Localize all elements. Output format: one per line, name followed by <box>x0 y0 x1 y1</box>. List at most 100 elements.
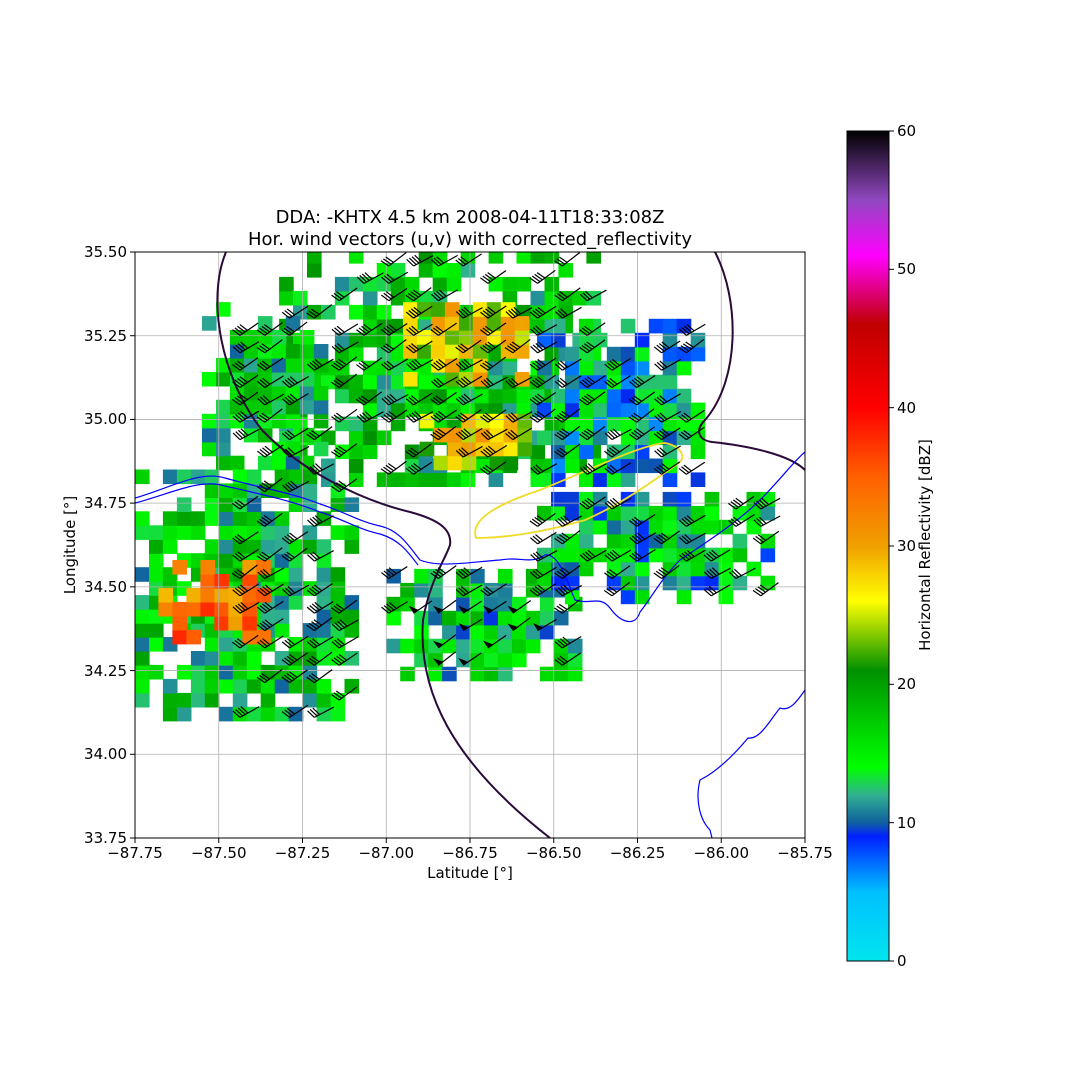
reflectivity-cell <box>690 472 706 487</box>
wind-barb <box>579 426 606 441</box>
reflectivity-cell <box>302 483 318 498</box>
reflectivity-cell <box>458 330 474 345</box>
wind-barb <box>406 410 434 423</box>
wind-barb <box>529 374 557 388</box>
wind-barb <box>355 391 383 406</box>
wind-barb <box>406 358 434 371</box>
wind-barb <box>554 287 581 302</box>
reflectivity-cell <box>390 346 406 362</box>
reflectivity-cell <box>417 330 432 345</box>
wind-barb <box>554 443 581 458</box>
chart-subtitle: Hor. wind vectors (u,v) with corrected_r… <box>247 229 692 250</box>
wind-barb <box>331 636 359 649</box>
wind-barb <box>331 686 358 701</box>
reflectivity-cell <box>376 276 392 292</box>
reflectivity-cell <box>190 678 206 694</box>
reflectivity-cell <box>530 252 546 264</box>
wind-barb <box>331 373 358 388</box>
wind-barb <box>307 550 334 562</box>
reflectivity-cell <box>418 472 434 487</box>
reflectivity-cell <box>376 304 392 320</box>
reflectivity-cell <box>470 568 485 584</box>
reflectivity-cell <box>202 427 217 443</box>
wind-barb <box>232 531 259 545</box>
reflectivity-cell <box>586 252 601 264</box>
reflectivity-cell <box>551 561 566 577</box>
reflectivity-cell <box>190 692 206 708</box>
reflectivity-cell <box>176 469 192 485</box>
wind-barb <box>256 408 283 423</box>
wind-barb <box>480 322 507 336</box>
wind-barb <box>257 618 284 632</box>
chart-title: DDA: -KHTX 4.5 km 2008-04-11T18:33:08Z <box>275 207 665 228</box>
reflectivity-cell <box>461 455 477 471</box>
wind-barb <box>306 617 333 632</box>
reflectivity-cell <box>302 525 318 540</box>
wind-barb <box>458 618 483 632</box>
reflectivity-cell <box>232 469 248 485</box>
reflectivity-cell <box>246 511 262 526</box>
reflectivity-cell <box>472 316 488 331</box>
reflectivity-cell <box>162 539 178 554</box>
river-outline <box>135 451 805 623</box>
wind-barb <box>579 374 606 389</box>
reflectivity-cell <box>271 399 287 415</box>
reflectivity-cell <box>414 652 429 668</box>
wind-barb <box>433 599 457 614</box>
x-ticks <box>134 838 806 843</box>
reflectivity-cell <box>620 519 636 535</box>
reflectivity-cell <box>704 561 720 577</box>
wind-barb <box>505 376 533 389</box>
reflectivity-cell <box>662 519 678 535</box>
wind-barb <box>480 409 507 423</box>
reflectivity-cell <box>662 491 678 507</box>
reflectivity-cell <box>285 316 301 331</box>
reflectivity-cell <box>279 276 294 292</box>
reflectivity-cell <box>606 505 622 521</box>
reflectivity-cell <box>732 533 748 549</box>
reflectivity-cell <box>362 304 378 320</box>
reflectivity-cell <box>414 638 429 654</box>
reflectivity-cell <box>218 525 234 540</box>
reflectivity-cell <box>271 385 287 401</box>
reflectivity-cell <box>648 519 664 535</box>
wind-barb <box>307 515 334 527</box>
reflectivity-cell <box>232 651 248 666</box>
wind-barb <box>257 375 284 389</box>
reflectivity-cell <box>344 525 360 540</box>
reflectivity-cell <box>592 458 608 474</box>
reflectivity-cell <box>418 263 434 278</box>
reflectivity-cell <box>344 623 360 638</box>
wind-barb <box>533 618 557 632</box>
wind-barb <box>430 425 457 441</box>
wind-barb <box>529 305 557 319</box>
reflectivity-cell <box>447 427 463 443</box>
wind-barb <box>331 599 358 614</box>
reflectivity-cell <box>620 402 636 418</box>
reflectivity-cell <box>321 458 336 474</box>
reflectivity-cell <box>662 402 678 418</box>
wind-barb <box>331 652 358 666</box>
reflectivity-cell <box>690 332 706 348</box>
reflectivity-cell <box>634 346 650 362</box>
wind-barb <box>430 409 458 423</box>
reflectivity-cell <box>344 609 360 624</box>
reflectivity-cell <box>498 610 513 626</box>
wind-barb <box>381 601 408 614</box>
reflectivity-cell <box>606 388 622 404</box>
reflectivity-cell <box>512 610 527 626</box>
reflectivity-cell <box>176 706 192 722</box>
reflectivity-cell <box>620 458 636 474</box>
wind-barb <box>703 567 731 580</box>
reflectivity-cell <box>218 539 234 554</box>
wind-barb <box>554 599 581 614</box>
y-tick-label: 33.75 <box>84 829 127 847</box>
reflectivity-cell <box>470 652 485 668</box>
reflectivity-cell <box>400 582 415 598</box>
wind-barb <box>530 550 558 562</box>
wind-barb <box>482 634 507 649</box>
reflectivity-cell <box>620 388 636 404</box>
wind-barb <box>406 323 433 336</box>
reflectivity-cell <box>460 472 476 487</box>
reflectivity-cell <box>704 519 720 535</box>
